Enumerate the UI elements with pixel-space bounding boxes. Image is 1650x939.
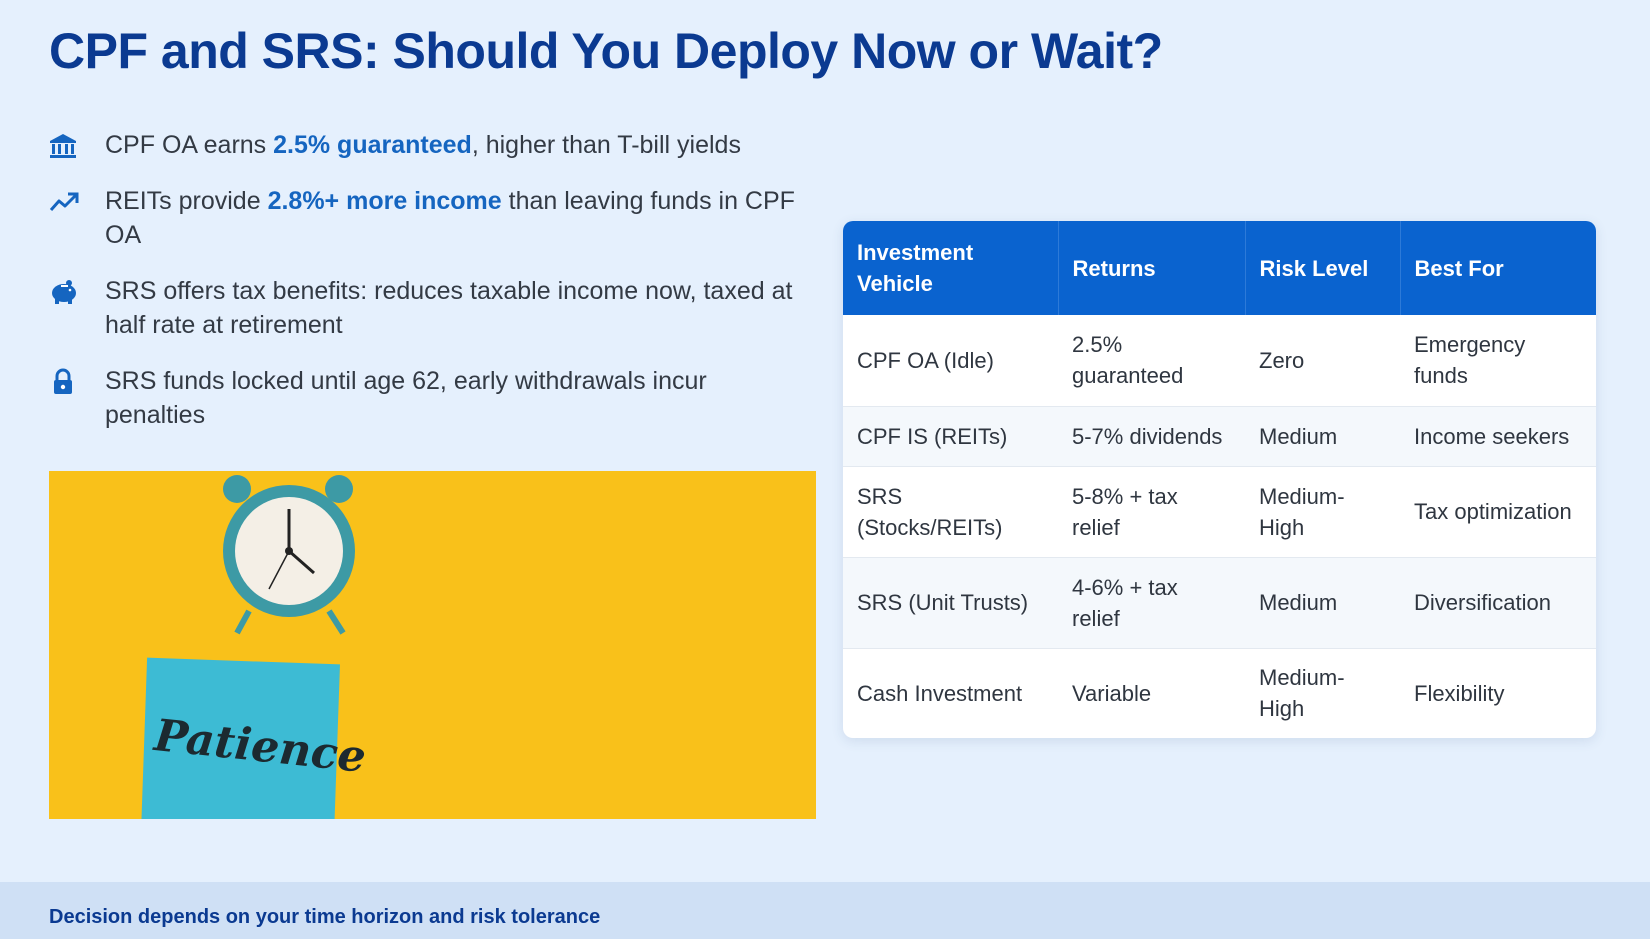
cell-vehicle: SRS (Unit Trusts)	[843, 557, 1058, 649]
table-row: CPF OA (Idle) 2.5% guaranteed Zero Emerg…	[843, 315, 1596, 407]
comparison-table: Investment Vehicle Returns Risk Level Be…	[843, 221, 1596, 738]
header-vehicle: Investment Vehicle	[843, 221, 1059, 315]
cell-best-for: Income seekers	[1400, 406, 1596, 467]
table-row: SRS (Stocks/REITs) 5-8% + tax relief Med…	[843, 466, 1596, 558]
cell-risk: Medium-High	[1245, 466, 1400, 558]
lock-icon	[49, 364, 105, 396]
footer-bar: Decision depends on your time horizon an…	[0, 882, 1650, 939]
table-header-row: Investment Vehicle Returns Risk Level Be…	[843, 221, 1596, 315]
table-row: CPF IS (REITs) 5-7% dividends Medium Inc…	[843, 406, 1596, 467]
header-returns: Returns	[1058, 221, 1246, 315]
cell-risk: Medium-High	[1259, 665, 1345, 722]
bullet-text: REITs provide 2.8%+ more income than lea…	[105, 187, 795, 249]
cell-returns: 2.5% guaranteed	[1058, 315, 1245, 407]
bullet-item: SRS funds locked until age 62, early wit…	[49, 364, 809, 432]
cell-returns: 5-7% dividends	[1058, 406, 1245, 467]
table-row: Cash Investment Variable Medium-High Fle…	[843, 648, 1596, 738]
key-points-list: CPF OA earns 2.5% guaranteed, higher tha…	[49, 128, 809, 454]
bank-icon	[49, 128, 105, 160]
footer-text: Decision depends on your time horizon an…	[49, 906, 601, 928]
cell-vehicle: Cash Investment	[857, 680, 1023, 706]
cell-best-for: Flexibility	[1414, 680, 1505, 706]
bullet-item: CPF OA earns 2.5% guaranteed, higher tha…	[49, 128, 809, 162]
bullet-text: SRS funds locked until age 62, early wit…	[105, 367, 707, 429]
cell-returns: 4-6% + tax relief	[1058, 557, 1245, 649]
trending-up-icon	[49, 184, 105, 216]
bullet-item: SRS offers tax benefits: reduces taxable…	[49, 274, 809, 342]
header-best-for: Best For	[1400, 221, 1596, 315]
cell-best-for: Emergency funds	[1400, 315, 1596, 407]
bullet-item: REITs provide 2.8%+ more income than lea…	[49, 184, 809, 252]
bullet-text: CPF OA earns 2.5% guaranteed, higher tha…	[105, 131, 741, 159]
piggy-bank-icon	[49, 274, 105, 306]
bullet-text: SRS offers tax benefits: reduces taxable…	[105, 277, 793, 339]
cell-returns: 5-8% + tax relief	[1058, 466, 1245, 558]
table-row: SRS (Unit Trusts) 4-6% + tax relief Medi…	[843, 557, 1596, 649]
cell-returns: Variable	[1072, 680, 1152, 706]
alarm-clock-icon	[223, 475, 355, 635]
page-title: CPF and SRS: Should You Deploy Now or Wa…	[49, 23, 1163, 79]
cell-risk: Medium	[1245, 406, 1400, 467]
cell-risk: Medium	[1245, 557, 1400, 649]
cell-vehicle: SRS (Stocks/REITs)	[843, 466, 1058, 558]
cell-best-for: Tax optimization	[1400, 466, 1596, 558]
cell-vehicle: CPF IS (REITs)	[843, 406, 1058, 467]
cell-risk: Zero	[1245, 315, 1400, 407]
cell-best-for: Diversification	[1400, 557, 1596, 649]
header-risk: Risk Level	[1245, 221, 1401, 315]
cell-vehicle: CPF OA (Idle)	[843, 315, 1058, 407]
patience-photo: Patience	[49, 471, 816, 819]
